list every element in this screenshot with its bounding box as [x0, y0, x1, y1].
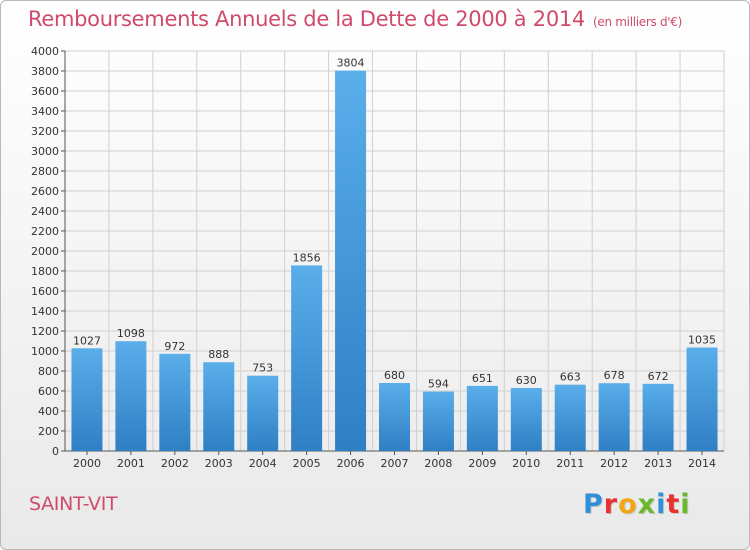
x-tick-label: 2007	[381, 457, 409, 470]
data-label: 888	[208, 348, 229, 361]
x-tick-label: 2006	[337, 457, 365, 470]
logo-letter: i	[680, 489, 691, 520]
data-label: 630	[516, 374, 537, 387]
y-tick-label: 3600	[31, 85, 59, 98]
y-tick-label: 600	[38, 385, 59, 398]
data-label: 1098	[117, 327, 145, 340]
y-tick-label: 1600	[31, 285, 59, 298]
y-tick-label: 1400	[31, 305, 59, 318]
axes: 0 200 400 600 800 1000 1200 1400 1600 1800 2000 220…	[31, 45, 724, 470]
y-tick-label: 1800	[31, 265, 59, 278]
proxiti-logo: Proxiti	[583, 489, 691, 520]
data-label: 680	[384, 369, 405, 382]
y-tick-label: 2400	[31, 205, 59, 218]
data-label: 753	[252, 362, 273, 375]
bar	[379, 383, 410, 451]
data-label: 672	[648, 370, 669, 383]
data-labels: 1027 1098 972 888 753 1856 3804 680 594 651 630 663…	[73, 57, 716, 391]
logo-letter: t	[666, 489, 681, 520]
y-tick-label: 3800	[31, 65, 59, 78]
bar	[159, 353, 191, 451]
x-tick-label: 2010	[512, 457, 540, 470]
x-tick-label: 2008	[424, 457, 452, 470]
x-tick-label: 2009	[468, 457, 496, 470]
bar	[115, 341, 147, 451]
y-tick-label: 400	[38, 405, 59, 418]
bar	[291, 265, 323, 451]
data-label: 678	[604, 369, 625, 382]
commune-name: SAINT-VIT	[29, 493, 118, 515]
bar	[598, 383, 630, 451]
y-tick-label: 800	[38, 365, 59, 378]
data-label: 651	[472, 372, 493, 385]
logo-letter: x	[637, 489, 657, 520]
x-tick-label: 2003	[205, 457, 233, 470]
y-tick-label: 3000	[31, 145, 59, 158]
bar	[466, 385, 498, 451]
x-tick-label: 2001	[117, 457, 145, 470]
y-tick-label: 4000	[31, 45, 59, 58]
data-label: 3804	[337, 57, 365, 70]
bar	[335, 70, 367, 451]
chart-title: Remboursements Annuels de la Dette de 20…	[28, 7, 682, 31]
bar	[642, 383, 674, 451]
data-label: 972	[164, 340, 185, 353]
bar	[554, 384, 586, 451]
data-label: 1856	[293, 251, 321, 264]
data-label: 1027	[73, 334, 101, 347]
y-tick-label: 2800	[31, 165, 59, 178]
x-tick-label: 2004	[249, 457, 277, 470]
x-tick-label: 2011	[556, 457, 584, 470]
x-tick-label: 2002	[161, 457, 189, 470]
x-tick-label: 2005	[293, 457, 321, 470]
data-label: 663	[560, 371, 581, 384]
bar	[71, 348, 103, 451]
bar	[247, 375, 279, 451]
y-tick-label: 3200	[31, 125, 59, 138]
bar	[203, 362, 235, 451]
y-tick-label: 1200	[31, 325, 59, 338]
logo-letter: r	[603, 489, 619, 520]
bar	[422, 391, 454, 451]
logo-letter: o	[618, 489, 638, 520]
x-tick-label: 2000	[73, 457, 101, 470]
bar	[686, 347, 718, 451]
logo-letter: i	[656, 489, 667, 520]
y-tick-label: 0	[52, 445, 59, 458]
chart-title-text: Remboursements Annuels de la Dette de 20…	[28, 7, 585, 31]
y-tick-label: 200	[38, 425, 59, 438]
y-tick-label: 2200	[31, 225, 59, 238]
chart-unit: (en milliers d'€)	[593, 15, 683, 29]
y-tick-label: 2000	[31, 245, 59, 258]
bar	[510, 388, 542, 451]
bars	[71, 70, 718, 451]
y-tick-label: 3400	[31, 105, 59, 118]
logo-letter: P	[583, 489, 604, 520]
y-tick-label: 2600	[31, 185, 59, 198]
x-tick-label: 2014	[688, 457, 716, 470]
y-tick-label: 1000	[31, 345, 59, 358]
x-tick-label: 2013	[644, 457, 672, 470]
data-label: 1035	[688, 334, 716, 347]
x-tick-label: 2012	[600, 457, 628, 470]
data-label: 594	[428, 378, 449, 391]
